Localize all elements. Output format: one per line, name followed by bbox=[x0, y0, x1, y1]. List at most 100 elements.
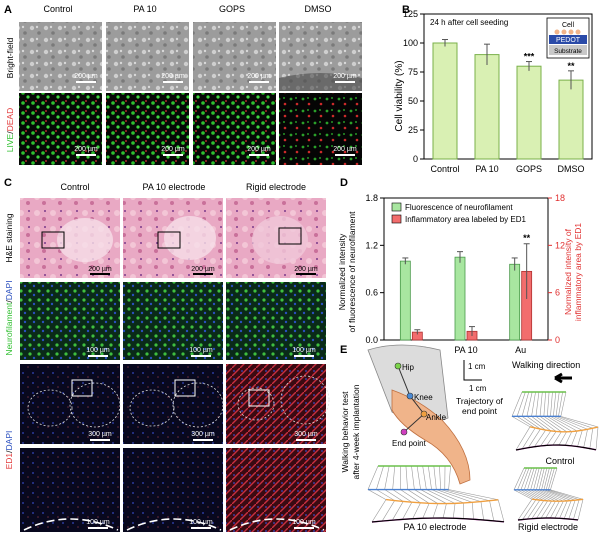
leg-illustration: Hip Knee Ankle End point bbox=[367, 344, 471, 485]
ed1-zoom-control bbox=[20, 448, 120, 532]
stick-frame bbox=[392, 465, 413, 520]
y-tick-label-right: 12 bbox=[555, 240, 565, 250]
stick-frame bbox=[533, 467, 556, 519]
a-scalebars: 200 µm 200 µm 200 µm 200 µm 200 µm 200 µ… bbox=[74, 73, 357, 156]
scalebar-label: 100 µm bbox=[86, 347, 110, 354]
ed1-zoom-boundaries bbox=[23, 518, 325, 531]
stick-frame bbox=[448, 465, 505, 522]
scalebar bbox=[296, 273, 316, 275]
label-knee: Knee bbox=[414, 393, 433, 402]
x-tick-label: PA 10 bbox=[475, 164, 498, 174]
roi-box bbox=[71, 379, 93, 397]
legend-label-ed1: Inflammatory area labeled by ED1 bbox=[405, 215, 527, 224]
x-tick-label: Control bbox=[430, 164, 459, 174]
scalebar-label: 200 µm bbox=[247, 146, 271, 153]
ed1-outlines bbox=[27, 375, 330, 428]
scalebar-label: 300 µm bbox=[88, 431, 112, 438]
livedead-image-dmso bbox=[279, 93, 362, 165]
label-hip: Hip bbox=[402, 363, 415, 372]
cell-icon bbox=[554, 29, 560, 35]
stick-frame bbox=[411, 465, 439, 519]
y-tick-label: 0 bbox=[413, 154, 418, 164]
scalebar bbox=[90, 273, 110, 275]
panel-d: D Normalized intensityof fluorescence of… bbox=[337, 177, 583, 355]
scalebar-label: 100 µm bbox=[86, 519, 110, 526]
d-y-ticks: 0.0 0.6 1.2 1.8 0 6 12 18 bbox=[365, 193, 565, 345]
stick-frame bbox=[545, 467, 576, 520]
scalebar-label: 100 µm bbox=[189, 347, 213, 354]
panel-e: E Walking behavior testafter 4-week impl… bbox=[340, 344, 599, 532]
e-vertical-label: Walking behavior testafter 4-week implan… bbox=[340, 384, 361, 479]
stick-frame bbox=[405, 465, 430, 519]
stick-frame bbox=[400, 465, 421, 519]
row-label-ed1: ED1/DAPI bbox=[4, 431, 14, 470]
stick-frame bbox=[531, 391, 552, 447]
panel-c-letter: C bbox=[4, 177, 12, 189]
scalebar bbox=[193, 273, 213, 275]
stick-frame bbox=[523, 467, 545, 519]
cell-icon bbox=[561, 29, 567, 35]
stick-frame bbox=[550, 467, 584, 520]
livedead-image-gops bbox=[193, 93, 276, 165]
scalebar-label: 200 µm bbox=[88, 266, 112, 273]
stick-frame bbox=[543, 467, 572, 519]
endpoint-marker bbox=[400, 428, 408, 436]
scalebar bbox=[163, 81, 183, 83]
scalebar bbox=[163, 154, 183, 156]
scalebar-label: 300 µm bbox=[294, 431, 318, 438]
stick-diagram-control bbox=[511, 391, 599, 451]
ed1-image-pa10 bbox=[123, 364, 223, 444]
b-x-labels: Control PA 10 GOPS DMSO bbox=[430, 164, 584, 174]
y-tick-label-left: 1.8 bbox=[365, 193, 378, 203]
panel-a-letter: A bbox=[4, 4, 12, 16]
legend-label-neurofilament: Fluorescence of neurofilament bbox=[405, 203, 513, 212]
x-tick-label: GOPS bbox=[516, 164, 542, 174]
scalebar-label: 200 µm bbox=[333, 146, 357, 153]
stick-frame bbox=[433, 465, 474, 520]
stick-frame bbox=[444, 465, 495, 521]
stick-frame bbox=[517, 467, 537, 520]
stick-frame bbox=[427, 465, 464, 519]
stick-frame bbox=[367, 465, 387, 523]
panel-c: C Control PA 10 electrode Rigid electrod… bbox=[4, 177, 330, 532]
stick-frame bbox=[560, 391, 599, 450]
scalebar-label: 200 µm bbox=[333, 73, 357, 80]
c-col-control: Control bbox=[60, 182, 89, 192]
scalebar bbox=[191, 527, 211, 529]
stick-frame bbox=[376, 465, 396, 522]
cell-icon bbox=[575, 29, 581, 35]
b-bars: ***** bbox=[432, 39, 584, 160]
scalebar-label: 200 µm bbox=[247, 73, 271, 80]
stick-frame bbox=[516, 391, 536, 449]
panel-e-letter: E bbox=[340, 344, 347, 356]
scalebar bbox=[193, 439, 213, 441]
c-col-pa10: PA 10 electrode bbox=[143, 182, 206, 192]
ed1-image-control bbox=[20, 364, 120, 444]
y-tick-label: 75 bbox=[408, 67, 418, 77]
b-annotation: 24 h after cell seeding bbox=[430, 18, 508, 27]
joint-trace bbox=[529, 426, 599, 433]
y-tick-label: 125 bbox=[403, 9, 418, 19]
label-live: LIVE bbox=[5, 133, 15, 152]
endpoint-trajectory bbox=[371, 517, 505, 523]
leg-shape bbox=[391, 389, 471, 485]
label-slash: / bbox=[5, 131, 15, 134]
stick-frame bbox=[547, 391, 573, 446]
label-ankle: Ankle bbox=[426, 413, 447, 422]
bar-gops bbox=[516, 65, 542, 160]
stick-frame bbox=[384, 465, 404, 521]
b-ylabel: Cell viability (%) bbox=[394, 60, 405, 131]
bar-neurofilament bbox=[509, 263, 521, 341]
col-label-gops: GOPS bbox=[219, 4, 245, 14]
scalebar-label: 300 µm bbox=[191, 431, 215, 438]
y-tick-label-right: 18 bbox=[555, 193, 565, 203]
label-endpoint: End point bbox=[392, 439, 427, 448]
cell-icon bbox=[568, 29, 574, 35]
d-plot-frame bbox=[383, 197, 549, 341]
scalebar bbox=[88, 527, 108, 529]
scalebar bbox=[249, 154, 269, 156]
hip-marker bbox=[394, 362, 402, 370]
scalebar bbox=[88, 355, 108, 357]
roi-box bbox=[157, 231, 181, 249]
